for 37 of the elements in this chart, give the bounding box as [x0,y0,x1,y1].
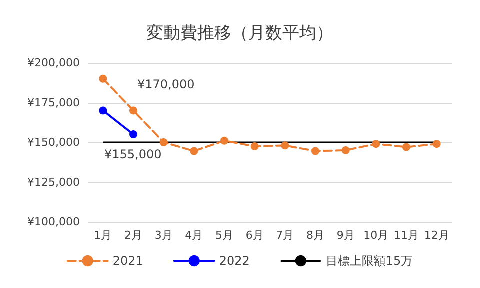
chart-title: 変動費推移（月数平均） [146,24,334,44]
point [281,142,290,150]
x-tick-label: 7月 [276,229,294,242]
y-tick-label: ¥100,000 [28,216,80,228]
point [99,106,108,115]
point [250,142,259,150]
x-tick-label: 4月 [185,229,204,242]
point [130,130,138,139]
point [99,74,108,83]
x-tick-label: 1月 [94,229,112,242]
x-tick-label: 6月 [246,229,264,242]
point [220,136,228,145]
x-tick-label: 5月 [216,229,234,242]
legend-label: 2021 [112,254,144,268]
x-tick-label: 12月 [424,229,450,242]
data-label: ¥155,000 [104,148,162,162]
point [130,106,138,115]
y-tick-label: ¥175,000 [28,96,80,110]
point [372,140,380,148]
x-tick-label: 8月 [306,229,324,242]
x-tick-label: 10月 [364,229,389,242]
data-label: ¥170,000 [138,78,195,92]
x-tick-label: 11月 [394,229,419,242]
point [190,147,198,156]
x-tick-label: 3月 [154,229,173,242]
y-tick-label: ¥150,000 [28,136,80,149]
y-tick-label: ¥125,000 [28,176,80,189]
legend-label: 目標上限額15万 [326,254,414,268]
x-tick-label: 2月 [124,229,142,242]
point [342,146,350,154]
point [160,138,168,146]
x-tick-label: 9月 [336,229,355,242]
legend-label: 2022 [219,254,250,268]
point [432,140,441,148]
point [402,143,410,152]
y-tick-label: ¥200,000 [28,56,80,70]
point [312,147,320,156]
